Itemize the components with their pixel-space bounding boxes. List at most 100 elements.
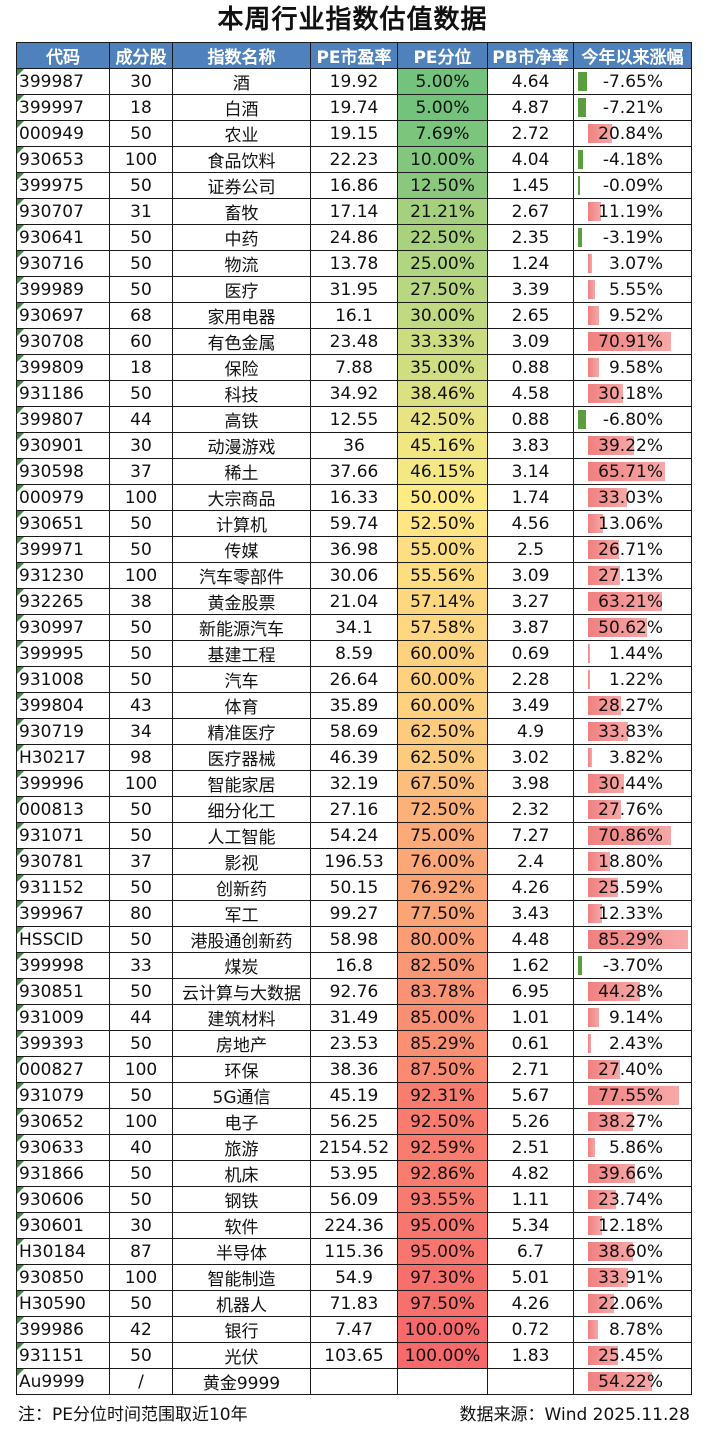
- cell-name: 家用电器: [172, 302, 311, 329]
- cell-pe-percentile: 46.15%: [397, 458, 488, 485]
- ytd-value: 70.91%: [598, 331, 663, 352]
- cell-pb: 3.83: [487, 432, 574, 459]
- cell-code: 000813: [16, 796, 110, 823]
- cell-count: 50: [109, 250, 173, 277]
- cell-count: 100: [109, 1108, 173, 1135]
- ytd-value: 26.71%: [598, 539, 663, 560]
- cell-code: H30590: [16, 1290, 110, 1317]
- cell-count: 18: [109, 94, 173, 121]
- table-row: 931152 50 创新药 50.15 76.92% 4.26 25.59%: [16, 874, 692, 901]
- table-row: 399393 50 房地产 23.53 85.29% 0.61 2.43%: [16, 1030, 692, 1057]
- cell-pe-percentile: 25.00%: [397, 250, 488, 277]
- ytd-bar: [588, 826, 672, 845]
- cell-ytd: 33.83%: [573, 718, 692, 745]
- cell-name: 煤炭: [172, 952, 311, 979]
- cell-code: 931009: [16, 1004, 110, 1031]
- cell-name: 云计算与大数据: [172, 978, 311, 1005]
- cell-pe: 35.89: [310, 692, 398, 719]
- cell-code: H30217: [16, 744, 110, 771]
- cell-count: 50: [109, 1160, 173, 1187]
- ytd-bar: [588, 670, 590, 689]
- cell-count: 50: [109, 926, 173, 953]
- cell-count: 18: [109, 354, 173, 381]
- valuation-table: 代码 成分股 指数名称 PE市盈率 PE分位 PB市净率 今年以来涨幅 3999…: [16, 42, 692, 1395]
- cell-code: 931152: [16, 874, 110, 901]
- cell-pe-percentile: 62.50%: [397, 744, 488, 771]
- cell-count: 50: [109, 1082, 173, 1109]
- cell-pb: 2.71: [487, 1056, 574, 1083]
- cell-code: 930719: [16, 718, 110, 745]
- cell-ytd: 85.29%: [573, 926, 692, 953]
- table-row: H30590 50 机器人 71.83 97.50% 4.26 22.06%: [16, 1290, 692, 1317]
- cell-count: 50: [109, 640, 173, 667]
- cell-ytd: 38.27%: [573, 1108, 692, 1135]
- cell-pb: 3.98: [487, 770, 574, 797]
- ytd-value: 85.29%: [598, 929, 663, 950]
- cell-pe: 54.24: [310, 822, 398, 849]
- cell-name: 精准医疗: [172, 718, 311, 745]
- cell-ytd: 25.59%: [573, 874, 692, 901]
- cell-count: 50: [109, 978, 173, 1005]
- cell-count: 100: [109, 1056, 173, 1083]
- cell-ytd: -7.21%: [573, 94, 692, 121]
- cell-count: 30: [109, 1212, 173, 1239]
- cell-count: 100: [109, 484, 173, 511]
- cell-ytd: 3.07%: [573, 250, 692, 277]
- cell-ytd: 9.52%: [573, 302, 692, 329]
- cell-ytd: 77.55%: [573, 1082, 692, 1109]
- ytd-value: -7.65%: [602, 71, 663, 92]
- cell-pb: 5.26: [487, 1108, 574, 1135]
- ytd-value: 33.91%: [598, 1267, 663, 1288]
- cell-pe: 103.65: [310, 1342, 398, 1369]
- cell-code: 931071: [16, 822, 110, 849]
- cell-pb: 4.82: [487, 1160, 574, 1187]
- table-row: 399986 42 银行 7.47 100.00% 0.72 8.78%: [16, 1316, 692, 1343]
- cell-count: 100: [109, 1264, 173, 1291]
- cell-count: 34: [109, 718, 173, 745]
- cell-code: 930633: [16, 1134, 110, 1161]
- footer-source: 数据来源：Wind 2025.11.28: [459, 1405, 690, 1425]
- cell-pe: 2154.52: [310, 1134, 398, 1161]
- cell-ytd: 39.66%: [573, 1160, 692, 1187]
- cell-pb: 3.14: [487, 458, 574, 485]
- cell-pb: 3.39: [487, 276, 574, 303]
- cell-ytd: 20.84%: [573, 120, 692, 147]
- cell-pe-percentile: 42.50%: [397, 406, 488, 433]
- ytd-bar: [588, 1320, 599, 1339]
- cell-pb: 1.11: [487, 1186, 574, 1213]
- ytd-value: 39.22%: [598, 435, 663, 456]
- ytd-bar: [588, 462, 666, 481]
- cell-code: 930653: [16, 146, 110, 173]
- cell-name: 畜牧: [172, 198, 311, 225]
- cell-pb: 4.48: [487, 926, 574, 953]
- cell-pe: 56.09: [310, 1186, 398, 1213]
- ytd-bar: [588, 280, 595, 299]
- cell-count: 50: [109, 120, 173, 147]
- cell-count: 100: [109, 146, 173, 173]
- cell-pe: 59.74: [310, 510, 398, 537]
- cell-ytd: 63.21%: [573, 588, 692, 615]
- table-row: 930781 37 影视 196.53 76.00% 2.4 18.80%: [16, 848, 692, 875]
- ytd-bar: [588, 1034, 591, 1053]
- cell-count: 80: [109, 900, 173, 927]
- cell-code: 931151: [16, 1342, 110, 1369]
- cell-pe: 34.1: [310, 614, 398, 641]
- table-row: 932265 38 黄金股票 21.04 57.14% 3.27 63.21%: [16, 588, 692, 615]
- ytd-bar: [588, 436, 634, 455]
- cell-pe-percentile: 87.50%: [397, 1056, 488, 1083]
- cell-pe-percentile: 76.00%: [397, 848, 488, 875]
- table-row: 000949 50 农业 19.15 7.69% 2.72 20.84%: [16, 120, 692, 147]
- cell-pe: 19.74: [310, 94, 398, 121]
- table-row: 399989 50 医疗 31.95 27.50% 3.39 5.55%: [16, 276, 692, 303]
- cell-ytd: 22.06%: [573, 1290, 692, 1317]
- cell-count: 42: [109, 1316, 173, 1343]
- cell-ytd: 5.55%: [573, 276, 692, 303]
- ytd-value: 30.18%: [598, 383, 663, 404]
- cell-count: 50: [109, 796, 173, 823]
- cell-pe: 53.95: [310, 1160, 398, 1187]
- cell-pe-percentile: 5.00%: [397, 94, 488, 121]
- cell-pb: 2.72: [487, 120, 574, 147]
- cell-pe-percentile: 92.59%: [397, 1134, 488, 1161]
- ytd-bar: [588, 878, 618, 897]
- cell-ytd: 5.86%: [573, 1134, 692, 1161]
